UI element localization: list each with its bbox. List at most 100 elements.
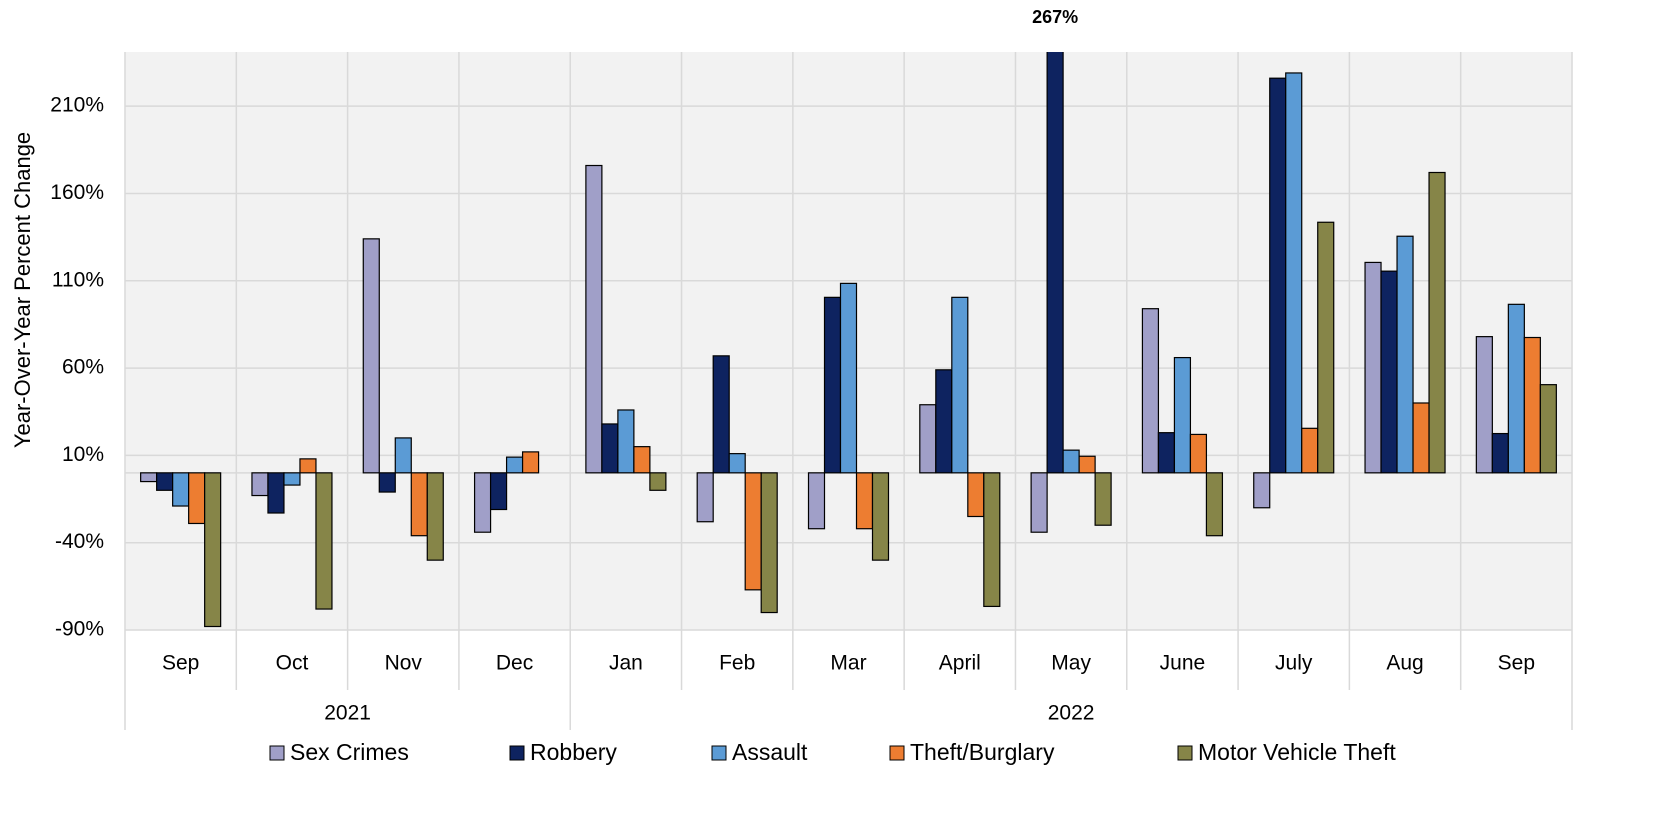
bar <box>267 472 285 514</box>
bar <box>1380 270 1398 474</box>
legend-label: Assault <box>732 739 808 765</box>
bar <box>1285 72 1303 474</box>
bar <box>807 472 826 530</box>
bar <box>1157 432 1176 474</box>
bar <box>601 423 619 474</box>
bar <box>855 472 874 530</box>
bar <box>505 456 524 474</box>
legend-swatch <box>509 745 525 761</box>
bar <box>426 472 444 561</box>
bar <box>521 451 540 474</box>
bar <box>919 404 937 474</box>
bar <box>1523 336 1541 474</box>
legend-swatch <box>711 745 727 761</box>
bar <box>1046 52 1064 474</box>
bar <box>1141 308 1160 474</box>
x-tick-label: Aug <box>1386 652 1423 675</box>
bar <box>299 458 317 474</box>
bar <box>1507 303 1525 474</box>
bar <box>1491 432 1509 474</box>
bar <box>935 369 953 474</box>
bar <box>712 355 730 474</box>
bar <box>585 164 603 474</box>
y-tick-label: 210% <box>50 94 104 117</box>
bar <box>251 472 269 497</box>
bar <box>283 472 301 486</box>
bar <box>1189 433 1208 474</box>
bar <box>728 453 746 474</box>
bar <box>315 472 333 610</box>
bar <box>1317 221 1335 474</box>
bar <box>172 472 190 507</box>
bar <box>378 472 396 493</box>
x-tick-label: Sep <box>162 652 199 675</box>
bar <box>839 282 858 474</box>
bar <box>1539 384 1557 474</box>
legend-label: Robbery <box>530 739 617 765</box>
y-axis-title: Year-Over-Year Percent Change <box>10 132 35 448</box>
bar <box>760 472 778 614</box>
bar <box>744 472 762 591</box>
legend-label: Sex Crimes <box>290 739 409 765</box>
bar <box>156 472 174 491</box>
bar <box>1301 427 1319 474</box>
x-tick-label: Feb <box>719 652 755 675</box>
legend-label: Motor Vehicle Theft <box>1198 739 1396 765</box>
x-group-label: 2022 <box>1048 702 1095 725</box>
x-tick-label: Mar <box>830 652 866 675</box>
bar <box>1030 472 1048 533</box>
x-tick-label: Jan <box>609 652 643 675</box>
bar <box>1062 449 1080 474</box>
legend-swatch <box>1177 745 1193 761</box>
data-label: 267% <box>1032 7 1078 27</box>
legend-label: Theft/Burglary <box>910 739 1055 765</box>
bar <box>1205 472 1224 537</box>
bar <box>871 472 890 561</box>
bar <box>410 472 428 537</box>
bar <box>1396 235 1414 474</box>
x-tick-label: June <box>1160 652 1206 675</box>
bar <box>1094 472 1112 526</box>
y-tick-label: -40% <box>55 530 104 553</box>
x-tick-label: Nov <box>385 652 423 675</box>
bar <box>1475 336 1493 474</box>
bar <box>473 472 492 533</box>
legend-swatch <box>269 745 285 761</box>
x-tick-label: May <box>1051 652 1091 675</box>
x-tick-label: April <box>939 652 981 675</box>
bar <box>967 472 985 518</box>
y-tick-label: 10% <box>62 443 104 466</box>
bar <box>1173 356 1192 474</box>
bar <box>649 472 667 491</box>
bar <box>394 437 412 474</box>
bar <box>823 296 842 474</box>
bar <box>489 472 508 511</box>
legend-swatch <box>889 745 905 761</box>
y-tick-label: 60% <box>62 356 104 379</box>
bar <box>696 472 714 523</box>
bar <box>1412 402 1430 474</box>
bar <box>362 238 380 474</box>
bar <box>188 472 206 525</box>
bar <box>983 472 1001 608</box>
bar <box>633 446 651 474</box>
x-tick-label: Dec <box>496 652 533 675</box>
x-tick-label: Sep <box>1498 652 1535 675</box>
bar <box>204 472 222 628</box>
bar <box>140 472 158 483</box>
y-tick-label: 160% <box>50 181 104 204</box>
x-group-label: 2021 <box>324 702 371 725</box>
bars <box>140 52 1557 628</box>
bar <box>951 296 969 474</box>
bar <box>1078 455 1096 474</box>
y-tick-label: -90% <box>55 618 104 641</box>
bar <box>1269 77 1287 474</box>
bar <box>1253 472 1271 509</box>
x-tick-label: Oct <box>276 652 309 675</box>
bar <box>1364 261 1382 474</box>
x-tick-label: July <box>1275 652 1313 675</box>
bar <box>617 409 635 474</box>
bar <box>1428 171 1446 474</box>
